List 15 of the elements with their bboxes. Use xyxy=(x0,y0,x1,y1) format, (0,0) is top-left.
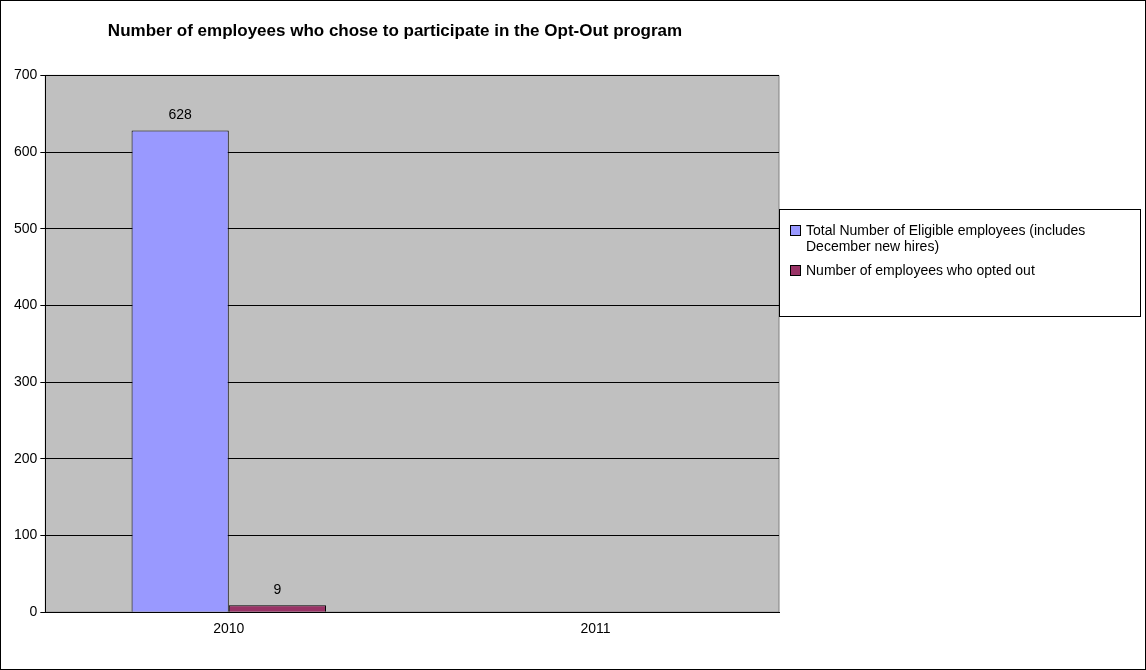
chart-title: Number of employees who chose to participate in the Opt-Out program xyxy=(107,20,683,40)
y-tick-label: 300 xyxy=(14,373,38,389)
y-tick-label: 0 xyxy=(29,603,38,620)
y-tick-label: 400 xyxy=(14,296,38,313)
y-tick-label: 500 xyxy=(14,219,38,236)
legend-label: Number of employees who opted out xyxy=(806,262,1035,278)
y-tick-label: 200 xyxy=(14,449,38,466)
x-tick-label: 2010 xyxy=(213,620,245,637)
y-tick-label: 700 xyxy=(14,66,38,83)
y-tick-label: 100 xyxy=(14,526,38,543)
data-label: 9 xyxy=(273,581,282,598)
y-tick-label: 600 xyxy=(14,142,38,159)
x-tick-label: 2011 xyxy=(580,620,611,637)
data-label: 628 xyxy=(168,106,193,123)
legend-label: Total Number of Eligible employees (includes December new hires) xyxy=(806,222,1087,254)
